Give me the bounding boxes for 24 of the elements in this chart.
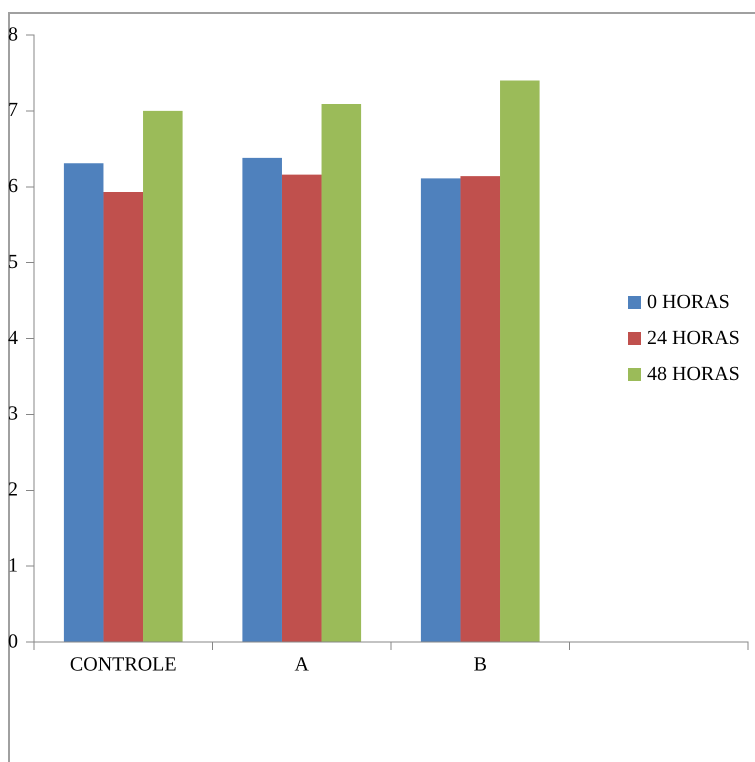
bar <box>460 176 500 642</box>
x-tick-label: A <box>294 653 310 676</box>
y-tick-label: 7 <box>8 99 18 122</box>
bar <box>242 158 282 642</box>
bar <box>322 104 362 642</box>
y-tick-label: 4 <box>8 326 18 349</box>
y-tick-label: 6 <box>8 175 18 197</box>
bar <box>500 80 540 642</box>
y-tick-label: 3 <box>8 402 18 425</box>
bar <box>420 178 460 642</box>
y-tick-label: 8 <box>8 23 18 46</box>
bar <box>282 174 322 642</box>
legend-label: 0 HORAS <box>647 291 730 314</box>
x-tick-label: CONTROLE <box>70 653 177 676</box>
y-tick-label: 1 <box>8 554 18 576</box>
bar <box>103 192 144 642</box>
y-tick-label: 0 <box>8 630 18 652</box>
bar <box>64 163 104 642</box>
bar <box>143 110 183 642</box>
legend-label: 48 HORAS <box>647 363 740 386</box>
y-tick-label: 2 <box>8 478 18 500</box>
y-tick-label: 5 <box>8 250 18 273</box>
legend-label: 24 HORAS <box>647 327 740 350</box>
x-tick-label: B <box>474 653 487 676</box>
